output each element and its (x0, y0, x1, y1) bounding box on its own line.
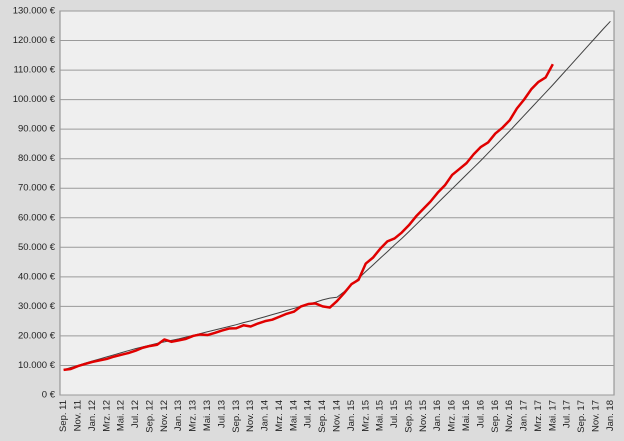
x-tick-label: Jan. 18 (605, 400, 616, 431)
x-tick-label: Jul. 13 (216, 400, 227, 428)
x-tick-label: Mai. 14 (288, 400, 299, 431)
x-tick-label: Mai. 17 (547, 400, 558, 431)
x-tick-label: Nov. 12 (159, 400, 170, 432)
y-tick-label: 100.000 € (13, 94, 56, 105)
y-tick-label: 110.000 € (13, 65, 55, 76)
x-tick-label: Mai. 16 (461, 400, 472, 431)
x-tick-label: Jul. 15 (389, 400, 400, 428)
x-tick-label: Nov. 16 (504, 400, 515, 432)
x-tick-label: Nov. 17 (591, 400, 602, 432)
y-tick-label: 120.000 € (13, 35, 56, 46)
x-tick-label: Sep. 12 (144, 400, 155, 433)
x-tick-label: Jul. 14 (303, 400, 314, 428)
x-tick-label: Mai. 13 (202, 400, 213, 431)
plot-area (59, 10, 615, 396)
y-tick-label: 20.000 € (18, 330, 56, 341)
y-tick-label: 0 € (42, 390, 56, 401)
x-tick-label: Nov. 13 (245, 400, 256, 432)
x-tick-label: Jul. 17 (562, 400, 573, 428)
x-tick-label: Sep. 17 (576, 400, 587, 433)
x-tick-label: Mrz. 13 (188, 400, 199, 432)
x-tick-label: Jan. 12 (87, 400, 98, 431)
y-tick-label: 80.000 € (18, 153, 56, 164)
x-tick-label: Mrz. 16 (447, 400, 458, 432)
y-tick-label: 50.000 € (18, 242, 56, 253)
x-tick-label: Nov. 15 (418, 400, 429, 432)
x-tick-label: Sep. 16 (490, 400, 501, 433)
x-tick-label: Jan. 17 (519, 400, 530, 431)
x-tick-label: Jan. 14 (260, 400, 271, 431)
x-tick-label: Jul. 16 (475, 400, 486, 428)
x-tick-label: Nov. 11 (73, 400, 84, 431)
y-tick-label: 10.000 € (18, 360, 56, 371)
x-tick-label: Mrz. 12 (101, 400, 112, 432)
x-tick-label: Sep. 15 (403, 400, 414, 433)
x-tick-label: Mrz. 15 (360, 400, 371, 432)
x-tick-label: Jan. 16 (432, 400, 443, 431)
y-tick-label: 130.000 € (13, 6, 56, 17)
x-tick-label: Mrz. 14 (274, 400, 285, 432)
y-tick-label: 30.000 € (18, 301, 56, 312)
x-tick-label: Mai. 15 (375, 400, 386, 431)
x-tick-label: Jan. 15 (346, 400, 357, 431)
x-tick-label: Mai. 12 (116, 400, 127, 431)
series-line (63, 63, 554, 372)
y-tick-label: 90.000 € (18, 124, 56, 135)
x-tick-label: Sep. 11 (58, 400, 69, 432)
series-line (63, 20, 611, 371)
x-tick-label: Jan. 13 (173, 400, 184, 431)
x-tick-label: Sep. 14 (317, 400, 328, 433)
x-tick-label: Nov. 14 (332, 400, 343, 432)
y-tick-label: 60.000 € (18, 212, 56, 223)
x-tick-label: Jul. 12 (130, 400, 141, 428)
y-tick-label: 40.000 € (18, 271, 56, 282)
y-tick-label: 70.000 € (18, 183, 56, 194)
x-tick-label: Mrz. 17 (533, 400, 544, 432)
x-tick-label: Sep. 13 (231, 400, 242, 433)
